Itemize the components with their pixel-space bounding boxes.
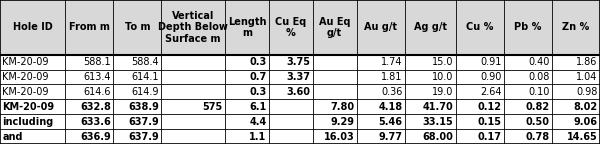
Text: 1.74: 1.74 xyxy=(381,57,403,67)
Text: Hole ID: Hole ID xyxy=(13,22,52,32)
Text: 1.86: 1.86 xyxy=(576,57,598,67)
Text: 41.70: 41.70 xyxy=(422,102,453,112)
Text: 588.4: 588.4 xyxy=(131,57,159,67)
Text: including: including xyxy=(2,117,53,127)
Text: 9.29: 9.29 xyxy=(330,117,354,127)
Text: 0.15: 0.15 xyxy=(478,117,502,127)
Text: 3.37: 3.37 xyxy=(286,72,310,82)
Text: Zn %: Zn % xyxy=(562,22,590,32)
Text: 2.64: 2.64 xyxy=(480,87,502,97)
Text: 68.00: 68.00 xyxy=(422,132,453,142)
Text: 1.1: 1.1 xyxy=(249,132,266,142)
Text: 8.02: 8.02 xyxy=(574,102,598,112)
Text: KM-20-09: KM-20-09 xyxy=(2,87,49,97)
Text: From m: From m xyxy=(69,22,110,32)
Text: 0.17: 0.17 xyxy=(478,132,502,142)
Text: KM-20-09: KM-20-09 xyxy=(2,102,55,112)
Text: 0.40: 0.40 xyxy=(528,57,550,67)
Text: To m: To m xyxy=(125,22,150,32)
Text: 1.04: 1.04 xyxy=(576,72,598,82)
Text: 0.90: 0.90 xyxy=(480,72,502,82)
Text: 5.46: 5.46 xyxy=(379,117,403,127)
Text: Vertical
Depth Below
Surface m: Vertical Depth Below Surface m xyxy=(158,11,228,44)
Text: 588.1: 588.1 xyxy=(83,57,111,67)
Text: 0.3: 0.3 xyxy=(249,87,266,97)
Text: 15.0: 15.0 xyxy=(432,57,453,67)
Text: 637.9: 637.9 xyxy=(128,117,159,127)
Text: 575: 575 xyxy=(202,102,223,112)
Text: 0.08: 0.08 xyxy=(528,72,550,82)
Text: 0.91: 0.91 xyxy=(480,57,502,67)
Text: 0.12: 0.12 xyxy=(478,102,502,112)
Text: 636.9: 636.9 xyxy=(80,132,111,142)
Text: Pb %: Pb % xyxy=(514,22,542,32)
Text: 1.81: 1.81 xyxy=(381,72,403,82)
Text: 0.82: 0.82 xyxy=(526,102,550,112)
Text: 3.75: 3.75 xyxy=(286,57,310,67)
Text: 0.50: 0.50 xyxy=(526,117,550,127)
Text: 6.1: 6.1 xyxy=(249,102,266,112)
Text: 4.4: 4.4 xyxy=(249,117,266,127)
Text: and: and xyxy=(2,132,23,142)
Text: Cu Eq
%: Cu Eq % xyxy=(275,17,307,38)
Text: 637.9: 637.9 xyxy=(128,132,159,142)
Text: 7.80: 7.80 xyxy=(330,102,354,112)
Text: 10.0: 10.0 xyxy=(432,72,453,82)
Text: 614.9: 614.9 xyxy=(131,87,159,97)
Text: Cu %: Cu % xyxy=(466,22,493,32)
Text: 3.60: 3.60 xyxy=(286,87,310,97)
Text: 0.78: 0.78 xyxy=(526,132,550,142)
Text: 614.1: 614.1 xyxy=(131,72,159,82)
Text: 0.7: 0.7 xyxy=(249,72,266,82)
Text: 4.18: 4.18 xyxy=(378,102,403,112)
Text: 9.77: 9.77 xyxy=(379,132,403,142)
Text: 632.8: 632.8 xyxy=(80,102,111,112)
Text: 614.6: 614.6 xyxy=(83,87,111,97)
Text: 0.3: 0.3 xyxy=(249,57,266,67)
Text: 613.4: 613.4 xyxy=(83,72,111,82)
Text: 638.9: 638.9 xyxy=(128,102,159,112)
Text: 0.98: 0.98 xyxy=(576,87,598,97)
Text: 33.15: 33.15 xyxy=(422,117,453,127)
Text: 0.36: 0.36 xyxy=(381,87,403,97)
Text: Ag g/t: Ag g/t xyxy=(413,22,446,32)
Text: 16.03: 16.03 xyxy=(323,132,354,142)
Text: 19.0: 19.0 xyxy=(432,87,453,97)
Text: Au Eq
g/t: Au Eq g/t xyxy=(319,17,350,38)
Text: KM-20-09: KM-20-09 xyxy=(2,57,49,67)
Text: 0.10: 0.10 xyxy=(528,87,550,97)
Text: Length
m: Length m xyxy=(227,17,266,38)
Text: 633.6: 633.6 xyxy=(80,117,111,127)
Text: Au g/t: Au g/t xyxy=(364,22,397,32)
Text: 9.06: 9.06 xyxy=(574,117,598,127)
Text: 14.65: 14.65 xyxy=(567,132,598,142)
Text: KM-20-09: KM-20-09 xyxy=(2,72,49,82)
Bar xyxy=(0,0,600,55)
